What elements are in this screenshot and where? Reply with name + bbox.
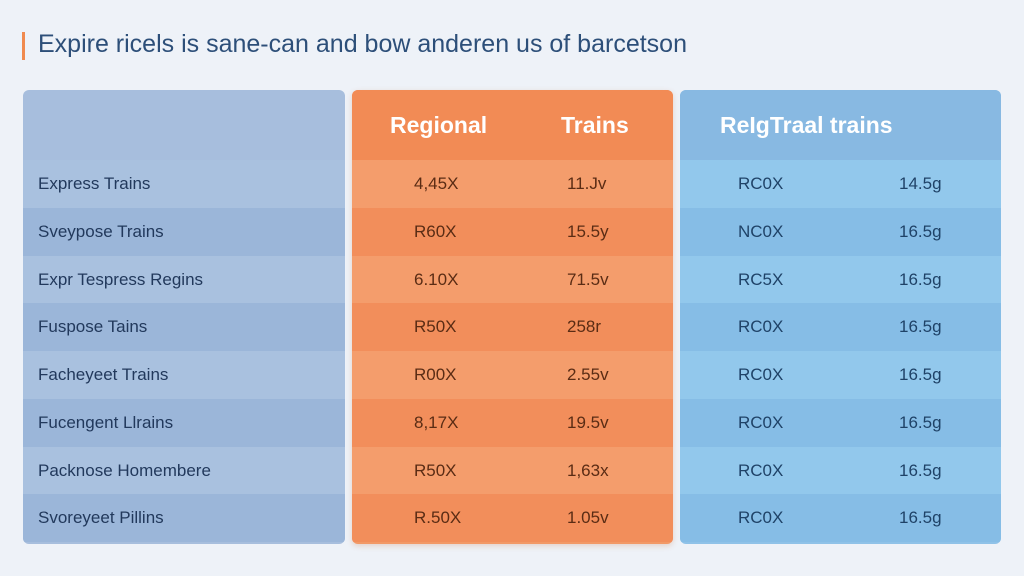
- rel-value: 16.5g: [899, 269, 942, 289]
- regional-value: R50X: [414, 460, 457, 480]
- table-row: Express Trains: [23, 160, 345, 208]
- table-row: R50X 1,63x: [352, 446, 673, 495]
- regional-column-header: Regional: [390, 112, 488, 138]
- rel-code-value: RC0X: [738, 508, 784, 528]
- title-accent-bar: [22, 32, 25, 60]
- trains-column-header: Trains: [561, 112, 629, 138]
- trains-value: 258r: [567, 317, 602, 337]
- rel-code-value: RC0X: [738, 365, 784, 384]
- table-row: Sveypose Trains: [23, 207, 345, 256]
- regional-panel: Regional Trains 4,45X 11.Jv R60X 15.5y 6.10X…: [352, 90, 673, 544]
- trains-value: 15.5y: [567, 221, 609, 241]
- trains-value: 1.05v: [567, 508, 609, 528]
- row-label: Svoreyeet Pillins: [38, 508, 164, 528]
- regional-value: 6.10X: [414, 269, 459, 289]
- trains-value: 11.Jv: [567, 174, 607, 193]
- row-label: Sveypose Trains: [38, 221, 164, 241]
- table-row: RC0X 16.5g: [680, 494, 1001, 542]
- table-row: R50X 258r: [352, 303, 673, 351]
- rel-value: 16.5g: [899, 221, 942, 241]
- rel-code-value: RC0X: [738, 317, 784, 337]
- regional-header: Regional Trains: [352, 90, 673, 160]
- rel-code-value: RC0X: [738, 412, 784, 432]
- trains-value: 71.5v: [567, 269, 609, 289]
- table-row: Fucengent Llrains: [23, 398, 345, 447]
- rel-value: 16.5g: [899, 412, 942, 432]
- rel-code-value: NC0X: [738, 221, 784, 241]
- table-row: Fuspose Tains: [23, 303, 345, 351]
- row-label: Fucengent Llrains: [38, 412, 174, 432]
- regional-value: 8,17X: [414, 412, 459, 432]
- rel-value: 16.5g: [899, 460, 942, 480]
- table-row: RC0X 14.5g: [680, 160, 1001, 208]
- table-row: RC0X 16.5g: [680, 446, 1001, 495]
- table-row: Svoreyeet Pillins: [23, 494, 345, 542]
- row-label: Fuspose Tains: [38, 317, 148, 337]
- rel-value: 16.5g: [899, 365, 942, 384]
- table-row: 6.10X 71.5v: [352, 255, 673, 304]
- rel-value: 16.5g: [899, 508, 942, 528]
- rel-code-value: RC0X: [738, 460, 784, 480]
- rel-trains-panel: ReIgTraal trains RC0X 14.5g NC0X 16.5g RC5X 1…: [680, 90, 1001, 544]
- table-row: RC5X 16.5g: [680, 255, 1001, 304]
- row-label: Express Trains: [38, 174, 151, 193]
- table-row: R00X 2.55v: [352, 351, 673, 399]
- trains-value: 2.55v: [567, 365, 609, 384]
- rel-value: 16.5g: [899, 317, 942, 337]
- regional-value: R50X: [414, 317, 457, 337]
- row-label-header: [23, 90, 345, 160]
- table-row: RC0X 16.5g: [680, 398, 1001, 447]
- regional-value: R60X: [414, 221, 457, 241]
- table-row: Expr Tespress Regins: [23, 255, 345, 304]
- row-label: Facheyeet Trains: [38, 365, 169, 384]
- rel-code-value: RC0X: [738, 174, 784, 193]
- rel-trains-rows: RC0X 14.5g NC0X 16.5g RC5X 16.5g RC0X 16.5g RC0X…: [680, 160, 1001, 542]
- table-row: R.50X 1.05v: [352, 494, 673, 542]
- table-row: NC0X 16.5g: [680, 207, 1001, 256]
- rel-trains-column-header: ReIgTraal trains: [720, 112, 893, 138]
- table-row: Packnose Homembere: [23, 446, 345, 495]
- table-row: 4,45X 11.Jv: [352, 160, 673, 208]
- row-label-list: Express Trains Sveypose Trains Expr Tespre…: [23, 160, 345, 542]
- regional-value: R00X: [414, 365, 457, 384]
- regional-value: R.50X: [414, 508, 462, 528]
- rel-trains-header: ReIgTraal trains: [680, 90, 1001, 160]
- table-row: RC0X 16.5g: [680, 303, 1001, 351]
- trains-value: 19.5v: [567, 412, 609, 432]
- rel-code-value: RC5X: [738, 269, 784, 289]
- row-label: Expr Tespress Regins: [38, 269, 204, 289]
- table-row: 8,17X 19.5v: [352, 398, 673, 447]
- regional-rows: 4,45X 11.Jv R60X 15.5y 6.10X 71.5v R50X 258r R00…: [352, 160, 673, 542]
- table-row: R60X 15.5y: [352, 207, 673, 256]
- table-row: RC0X 16.5g: [680, 351, 1001, 399]
- rel-value: 14.5g: [899, 174, 942, 193]
- row-label-panel: Express Trains Sveypose Trains Expr Tespre…: [23, 90, 345, 544]
- trains-value: 1,63x: [567, 460, 609, 480]
- regional-value: 4,45X: [414, 174, 459, 193]
- table-row: Facheyeet Trains: [23, 351, 345, 399]
- page-title: Expire ricels is sane-can and bow andere…: [38, 30, 687, 58]
- row-label: Packnose Homembere: [38, 460, 211, 480]
